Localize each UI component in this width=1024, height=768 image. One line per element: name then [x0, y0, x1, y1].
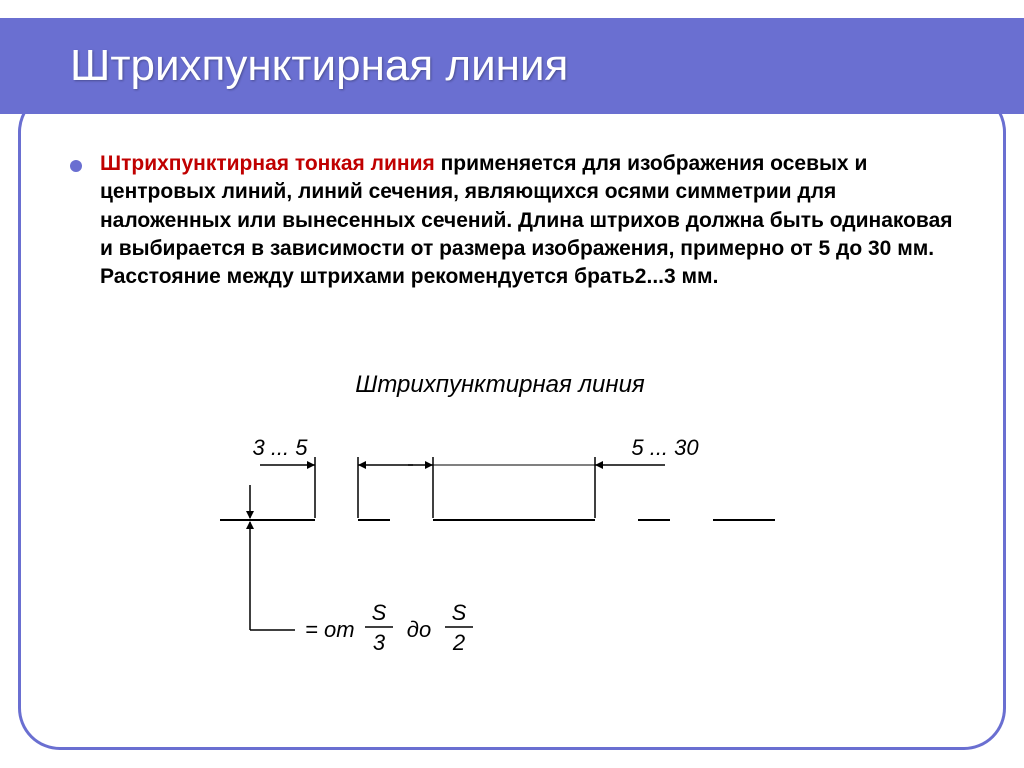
content-area: Штрихпунктирная тонкая линия применяется… [70, 150, 964, 292]
svg-text:S: S [372, 600, 387, 625]
bullet-icon [70, 160, 82, 172]
slide-title: Штрихпунктирная линия [70, 41, 568, 91]
title-bar: Штрихпунктирная линия [0, 18, 1024, 114]
lead-text: Штрихпунктирная тонкая линия [100, 152, 435, 175]
svg-text:2: 2 [452, 630, 465, 655]
svg-text:3: 3 [373, 630, 386, 655]
dash-dot-diagram: Штрихпунктирная линия 3 ... 5 5 ... 30 = от… [220, 370, 820, 700]
svg-text:3 ... 5: 3 ... 5 [252, 435, 308, 460]
svg-text:Штрихпунктирная линия: Штрихпунктирная линия [355, 371, 645, 398]
svg-text:до: до [407, 617, 431, 642]
svg-text:S: S [452, 600, 467, 625]
body-paragraph: Штрихпунктирная тонкая линия применяется… [100, 150, 964, 292]
bullet-item: Штрихпунктирная тонкая линия применяется… [70, 150, 964, 292]
svg-text:5 ... 30: 5 ... 30 [631, 435, 699, 460]
svg-text:= от: = от [305, 617, 355, 642]
